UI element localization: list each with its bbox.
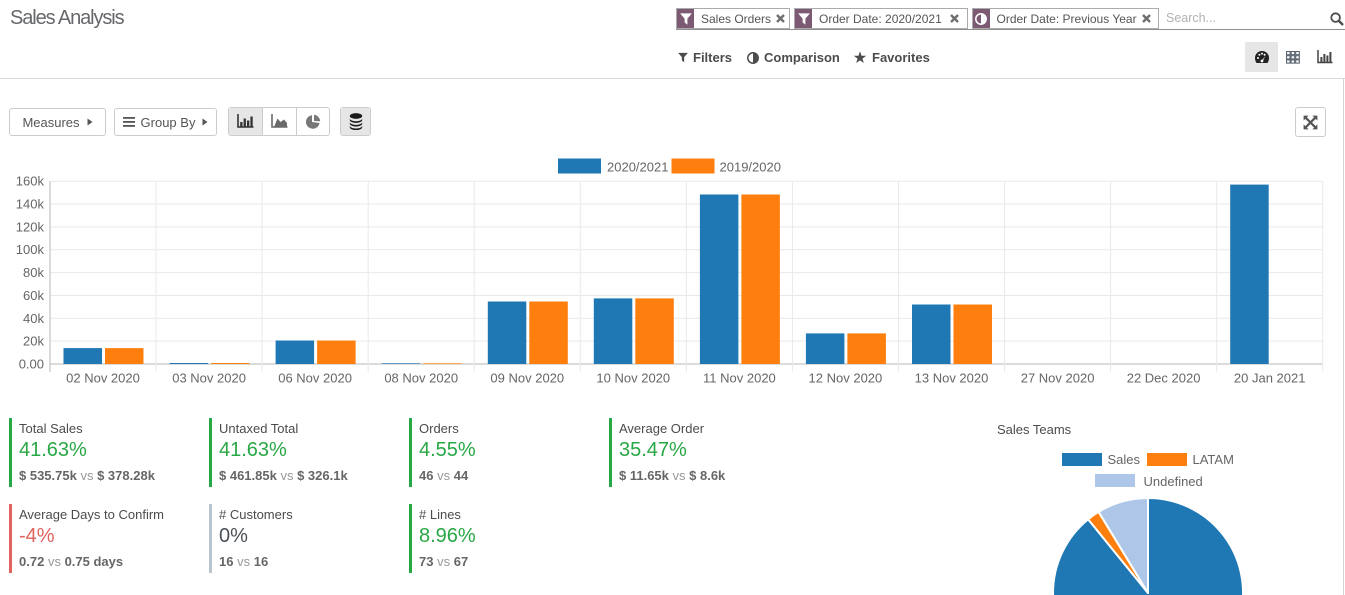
svg-text:2019/2020: 2019/2020 bbox=[720, 159, 781, 174]
svg-text:11 Nov 2020: 11 Nov 2020 bbox=[703, 370, 776, 385]
svg-text:12 Nov 2020: 12 Nov 2020 bbox=[809, 370, 883, 385]
svg-text:2020/2021: 2020/2021 bbox=[607, 159, 668, 174]
svg-text:140k: 140k bbox=[16, 197, 45, 212]
svg-text:100k: 100k bbox=[16, 242, 45, 257]
svg-text:27 Nov 2020: 27 Nov 2020 bbox=[1021, 370, 1095, 385]
svg-text:80k: 80k bbox=[23, 265, 44, 280]
svg-text:160k: 160k bbox=[16, 174, 45, 189]
svg-text:10 Nov 2020: 10 Nov 2020 bbox=[596, 370, 670, 385]
svg-text:09 Nov 2020: 09 Nov 2020 bbox=[490, 370, 564, 385]
svg-text:20 Jan 2021: 20 Jan 2021 bbox=[1234, 370, 1306, 385]
svg-text:08 Nov 2020: 08 Nov 2020 bbox=[384, 370, 458, 385]
svg-text:22 Dec 2020: 22 Dec 2020 bbox=[1127, 370, 1201, 385]
svg-text:40k: 40k bbox=[23, 311, 44, 326]
svg-text:06 Nov 2020: 06 Nov 2020 bbox=[278, 370, 352, 385]
svg-text:20k: 20k bbox=[23, 334, 44, 349]
svg-text:60k: 60k bbox=[23, 288, 44, 303]
svg-text:120k: 120k bbox=[16, 219, 45, 234]
svg-text:0.00: 0.00 bbox=[19, 357, 44, 372]
svg-text:02 Nov 2020: 02 Nov 2020 bbox=[66, 370, 140, 385]
svg-text:13 Nov 2020: 13 Nov 2020 bbox=[915, 370, 989, 385]
svg-text:03 Nov 2020: 03 Nov 2020 bbox=[172, 370, 246, 385]
